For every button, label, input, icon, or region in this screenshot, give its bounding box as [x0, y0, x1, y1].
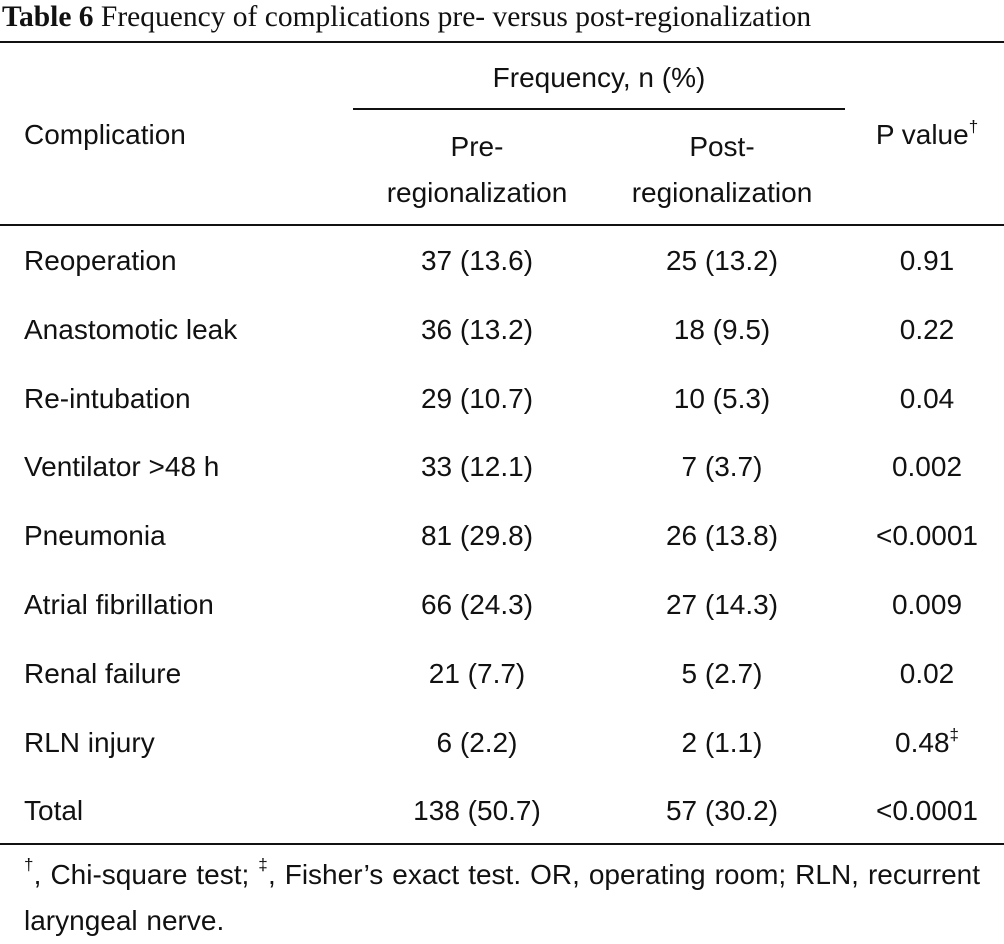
row-pre-value: 81 (29.8) [420, 520, 534, 551]
p-value-text: <0.0001 [876, 520, 978, 551]
row-p-value: <0.0001 [850, 516, 1004, 556]
row-pre-value: 21 (7.7) [428, 658, 526, 689]
p-value-text: 0.04 [899, 383, 955, 414]
table-label: Table 6 [2, 1, 94, 33]
row-pre-value: 33 (12.1) [420, 451, 534, 482]
p-value-text: 0.002 [891, 451, 963, 482]
row-post-value: 18 (9.5) [673, 314, 771, 345]
row-complication: Total [24, 795, 84, 826]
frequency-group-header: Frequency, n (%) [492, 62, 706, 93]
row-p-value: 0.91 [850, 241, 1004, 281]
footnote-dagger: † [24, 854, 34, 874]
row-complication: Pneumonia [24, 520, 166, 551]
row-post-value: 27 (14.3) [665, 589, 779, 620]
row-complication: Anastomotic leak [24, 314, 238, 345]
row-post-value: 57 (30.2) [665, 795, 779, 826]
row-post-value: 26 (13.8) [665, 520, 779, 551]
row-p-value: 0.48‡ [850, 723, 1004, 763]
row-post-value: 10 (5.3) [673, 383, 771, 414]
row-p-value: 0.04 [850, 379, 1004, 419]
row-complication: Reoperation [24, 245, 177, 276]
row-post-value: 2 (1.1) [681, 727, 763, 758]
row-complication: Renal failure [24, 658, 182, 689]
row-p-value: 0.009 [850, 585, 1004, 625]
footnote-dagger-text: , Chi-square test; [33, 859, 259, 890]
row-complication: RLN injury [24, 727, 155, 758]
row-post-value: 7 (3.7) [681, 451, 763, 482]
pre-header-text: Pre- regionalization [386, 131, 568, 208]
row-p-value: 0.02 [850, 654, 1004, 694]
post-header-text: Post- regionalization [631, 131, 813, 208]
table-footnote: †, Chi-square test; ‡, Fisher’s exact te… [24, 852, 980, 944]
row-pre-value: 6 (2.2) [436, 727, 518, 758]
bottom-rule [0, 843, 1004, 845]
p-value-header-text: P value [875, 119, 969, 150]
row-complication: Ventilator >48 h [24, 451, 220, 482]
top-rule [0, 41, 1004, 43]
row-p-value: <0.0001 [850, 791, 1004, 831]
p-value-mark: ‡ [949, 724, 959, 744]
row-post-value: 25 (13.2) [665, 245, 779, 276]
row-pre-value: 138 (50.7) [413, 795, 541, 826]
post-regionalization-column-header: Post- regionalization [597, 124, 847, 216]
p-value-text: 0.22 [899, 314, 955, 345]
p-value-text: 0.02 [899, 658, 955, 689]
pre-regionalization-column-header: Pre- regionalization [352, 124, 602, 216]
row-post-value: 5 (2.7) [681, 658, 763, 689]
p-value-text: 0.009 [891, 589, 963, 620]
row-complication: Re-intubation [24, 383, 191, 414]
header-rule [0, 224, 1004, 226]
row-pre-value: 37 (13.6) [420, 245, 534, 276]
p-value-column-header: P value† [850, 115, 1004, 155]
row-pre-value: 66 (24.3) [420, 589, 534, 620]
table-caption: Table 6 Frequency of complications pre- … [2, 0, 811, 38]
dagger-mark: † [968, 116, 979, 136]
table-title: Frequency of complications pre- versus p… [100, 1, 812, 33]
footnote-ddagger: ‡ [258, 854, 268, 874]
row-pre-value: 36 (13.2) [420, 314, 534, 345]
row-complication: Atrial fibrillation [24, 589, 214, 620]
footnote-ddagger-text: , Fisher’s exact test. OR, operating roo… [24, 859, 980, 936]
row-p-value: 0.22 [850, 310, 1004, 350]
row-pre-value: 29 (10.7) [420, 383, 534, 414]
row-p-value: 0.002 [850, 447, 1004, 487]
p-value-text: <0.0001 [876, 795, 978, 826]
complication-column-header: Complication [24, 119, 186, 150]
p-value-text: 0.48 [895, 727, 950, 758]
p-value-text: 0.91 [899, 245, 955, 276]
frequency-group-rule [353, 108, 845, 110]
